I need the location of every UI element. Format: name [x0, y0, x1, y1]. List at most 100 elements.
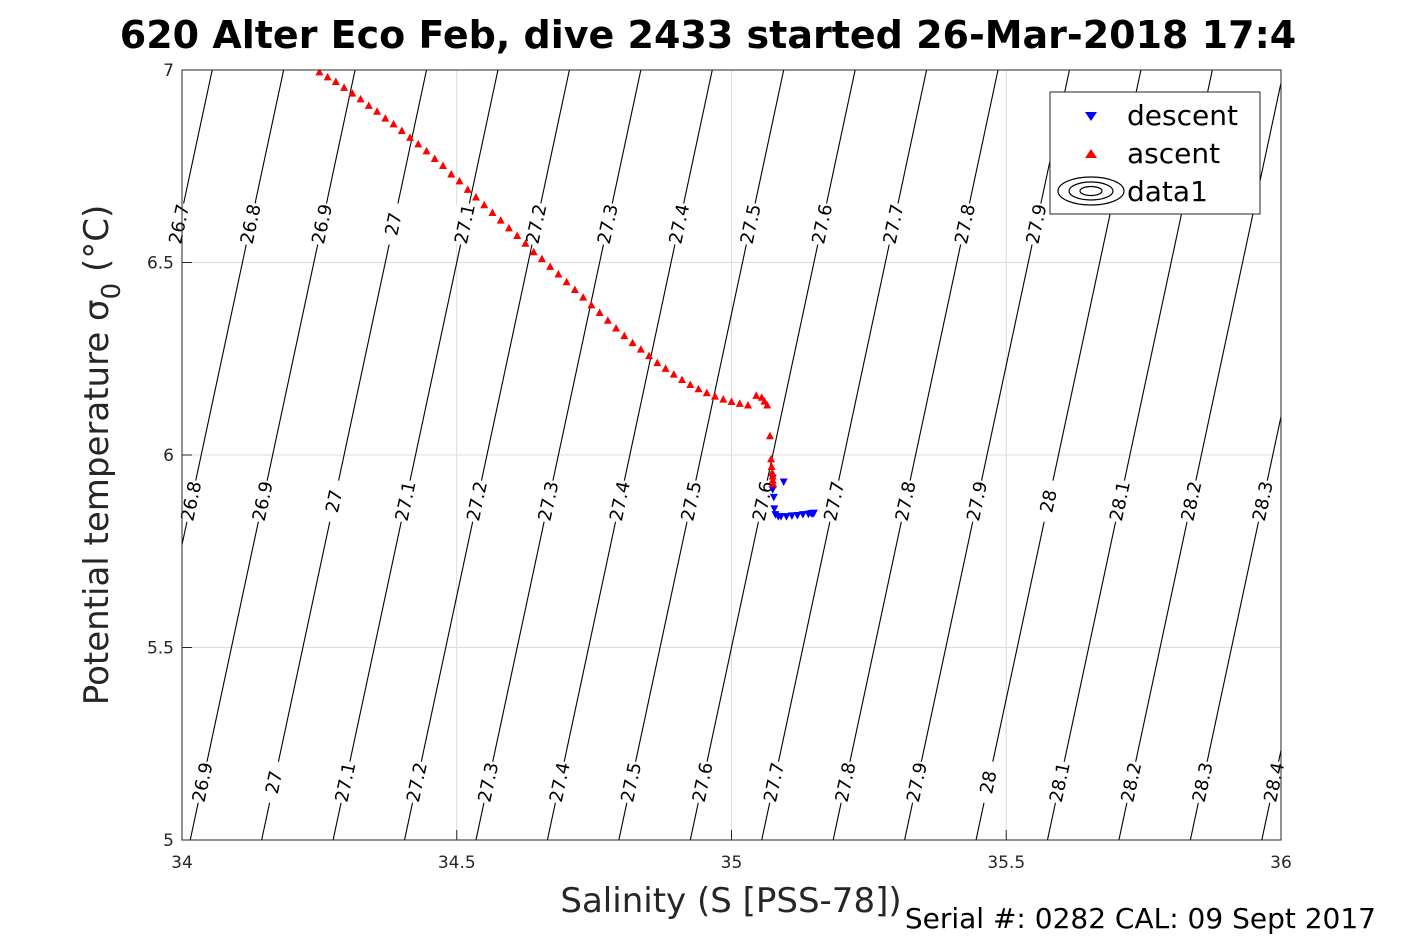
ascent-point: [414, 139, 423, 148]
isopycnal-label-text: 28.1: [1046, 761, 1075, 805]
axis-ticks: 34 34.5 35 35.5 36 5 5.5 6 6.5 7: [147, 61, 1292, 873]
ascent-point: [752, 391, 761, 399]
descent-point: [768, 486, 777, 494]
descent-point: [776, 513, 785, 521]
ascent-point: [579, 293, 588, 301]
isopycnal-label: 27.1: [448, 200, 482, 248]
isopycnal-label: 27.7: [818, 478, 851, 525]
ascent-point: [636, 345, 645, 353]
isopycnal-line: [332, 70, 499, 840]
x-tick-label: 36: [1270, 853, 1292, 873]
y-tick-label: 5: [163, 831, 174, 851]
ascent-point: [315, 70, 324, 76]
isopycnal-label: 26.8: [175, 478, 208, 525]
ascent-point: [471, 193, 480, 201]
ascent-point: [455, 176, 464, 185]
isopycnal-label-text: 27.5: [677, 480, 706, 524]
isopycnal-label-text: 26.9: [189, 761, 218, 805]
isopycnal-label-text: 26.7: [165, 202, 194, 246]
isopycnal-label-text: 27.2: [522, 202, 551, 246]
ascent-point: [373, 107, 382, 115]
isopycnal-line: [832, 70, 999, 840]
isopycnal-label-text: 27.2: [403, 761, 432, 805]
y-axis-label: Potential temperature σ0 (°C): [77, 205, 127, 705]
isopycnal-label: 26.7: [163, 200, 196, 248]
isopycnal-label: 27.6: [686, 759, 719, 806]
data-points: [315, 70, 818, 521]
y-tick-label: 7: [163, 61, 174, 81]
isopycnal-label: 27.5: [734, 200, 767, 248]
ascent-point: [768, 472, 777, 480]
ascent-point: [767, 454, 776, 463]
ascent-point: [768, 468, 777, 476]
ascent-point: [480, 200, 489, 209]
descent-point: [782, 513, 791, 521]
ascent-point: [331, 77, 340, 86]
ascent-point: [694, 384, 703, 393]
ascent-point: [397, 126, 406, 134]
ascent-point: [430, 154, 439, 163]
isopycnal-label-text: 26.9: [308, 202, 337, 246]
isopycnal-label-text: 26.9: [249, 480, 278, 524]
legend-descent-label: descent: [1127, 99, 1238, 132]
isopycnal-label-text: 27.9: [903, 761, 932, 805]
isopycnal-label-text: 27.3: [594, 202, 623, 246]
descent-point: [809, 509, 818, 518]
isopycnal-label: 26.9: [186, 759, 219, 806]
isopycnal-label: 27.4: [543, 759, 576, 806]
isopycnal-label: 28: [1032, 478, 1065, 525]
isopycnal-label: 27.2: [520, 200, 553, 248]
descent-point: [787, 512, 796, 520]
x-tick-label: 34: [171, 853, 193, 873]
ascent-point: [513, 231, 522, 240]
isopycnal-label-text: 27.4: [546, 761, 575, 805]
isopycnal-label-text: 27.3: [535, 480, 564, 524]
isopycnal-label: 27.8: [889, 478, 922, 525]
isopycnal-label: 26.9: [305, 200, 339, 248]
ascent-point: [439, 161, 448, 169]
isopycnal-label-text: 27.1: [331, 761, 360, 805]
isopycnal-label: 27.2: [400, 759, 434, 806]
isopycnal-line: [904, 70, 1070, 840]
isopycnal-label: 27.5: [615, 759, 648, 806]
descent-point: [779, 478, 788, 486]
ascent-point: [422, 146, 431, 155]
isopycnal-line: [1189, 413, 1281, 840]
isopycnal-label: 27: [377, 200, 410, 248]
isopycnal-line: [618, 70, 785, 840]
ascent-point: [562, 277, 571, 286]
isopycnal-label-text: 27.1: [451, 202, 480, 246]
ascent-point: [356, 94, 365, 103]
x-tick-label: 35.5: [987, 853, 1025, 873]
isopycnal-label-text: 27.2: [463, 480, 492, 524]
ascent-point: [767, 462, 776, 471]
isopycnal-label-text: 27.9: [963, 480, 992, 524]
ascent-point: [463, 185, 472, 193]
isopycnal-line: [689, 70, 856, 840]
isopycnal-label: 27.3: [472, 759, 505, 806]
ascent-point: [702, 388, 711, 397]
isopycnal-label-text: 27.4: [606, 480, 635, 524]
legend-ascent-label: ascent: [1127, 137, 1220, 170]
isopycnal-line: [189, 70, 356, 840]
ascent-point: [323, 72, 332, 81]
isopycnal-label-text: 28: [1036, 488, 1061, 515]
isopycnal-label-text: 27.9: [1023, 202, 1052, 246]
isopycnal-line: [182, 70, 285, 548]
ascent-point: [554, 270, 563, 278]
ascent-point: [769, 479, 778, 488]
ascent-point: [653, 358, 662, 367]
chart-title: 620 Alter Eco Feb, dive 2433 started 26-…: [120, 13, 1296, 57]
x-tick-label: 34.5: [438, 853, 476, 873]
y-tick-label: 5.5: [147, 639, 174, 659]
isopycnal-label-text: 28.3: [1189, 761, 1218, 805]
isopycnal-label-text: 27: [381, 211, 406, 238]
isopycnal-labels: 26.7 26.8 26.9 27 27.1 27.2 27.3 27.4 27.5 27.6 27…: [163, 200, 1291, 806]
ascent-point: [521, 239, 530, 247]
isopycnal-label-text: 27.4: [665, 202, 694, 246]
ascent-point: [628, 338, 637, 347]
isopycnal-label: 27.8: [948, 200, 982, 248]
ascent-point: [570, 285, 579, 293]
ascent-point: [727, 397, 736, 405]
isopycnal-label-text: 27.7: [880, 202, 909, 246]
